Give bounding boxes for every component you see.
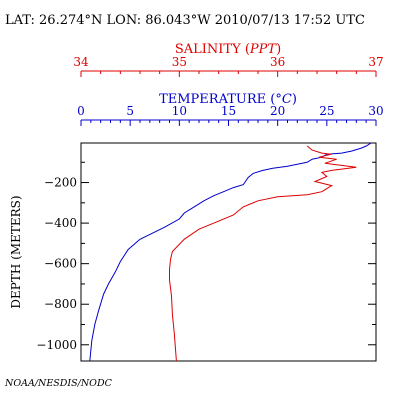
series-layer — [89, 142, 372, 362]
temperature-axis-title-unit: °C — [275, 92, 292, 107]
temperature-tick-label: 15 — [221, 104, 236, 118]
header-coordinates: LAT: 26.274°N LON: 86.043°W 2010/07/13 1… — [5, 13, 365, 28]
temperature-tick-label: 0 — [77, 104, 85, 118]
salinity-axis-title-main: SALINITY ( — [175, 42, 250, 57]
temperature-profile-line — [89, 142, 372, 362]
depth-tick-label: −600 — [44, 257, 77, 271]
salinity-axis-title-end: ) — [276, 42, 281, 57]
salinity-profile-line — [169, 145, 357, 362]
temperature-tick-label: 20 — [270, 104, 285, 118]
temperature-axis-title-main: TEMPERATURE ( — [159, 92, 275, 107]
temperature-tick-label: 30 — [368, 104, 383, 118]
temperature-axis-title: TEMPERATURE (°C) — [159, 92, 297, 107]
temperature-tick-label: 25 — [319, 104, 334, 118]
plot-frame — [80, 142, 377, 362]
temperature-tick-label: 10 — [172, 104, 187, 118]
depth-axis: −200 −400 −600 −800 −1000 — [36, 161, 376, 352]
temperature-tick-label: 5 — [126, 104, 134, 118]
depth-tick-label: −200 — [44, 176, 77, 190]
salinity-tick-label: 37 — [368, 55, 383, 69]
salinity-axis: SALINITY (PPT) 34 35 36 37 — [73, 42, 384, 77]
depth-tick-label: −1000 — [36, 338, 77, 352]
credit-text: NOAA/NESDIS/NODC — [4, 378, 113, 389]
depth-axis-label: DEPTH (METERS) — [9, 195, 23, 308]
temperature-axis-title-end: ) — [292, 92, 297, 107]
salinity-tick-label: 36 — [270, 55, 285, 69]
salinity-axis-title: SALINITY (PPT) — [175, 42, 281, 57]
salinity-tick-label: 34 — [73, 55, 89, 69]
depth-tick-label: −400 — [44, 216, 77, 230]
temperature-axis: TEMPERATURE (°C) 0 5 10 15 20 25 30 — [77, 92, 384, 126]
salinity-tick-label: 35 — [172, 55, 187, 69]
salinity-axis-title-unit: PPT — [249, 42, 277, 57]
depth-tick-label: −800 — [44, 297, 77, 311]
